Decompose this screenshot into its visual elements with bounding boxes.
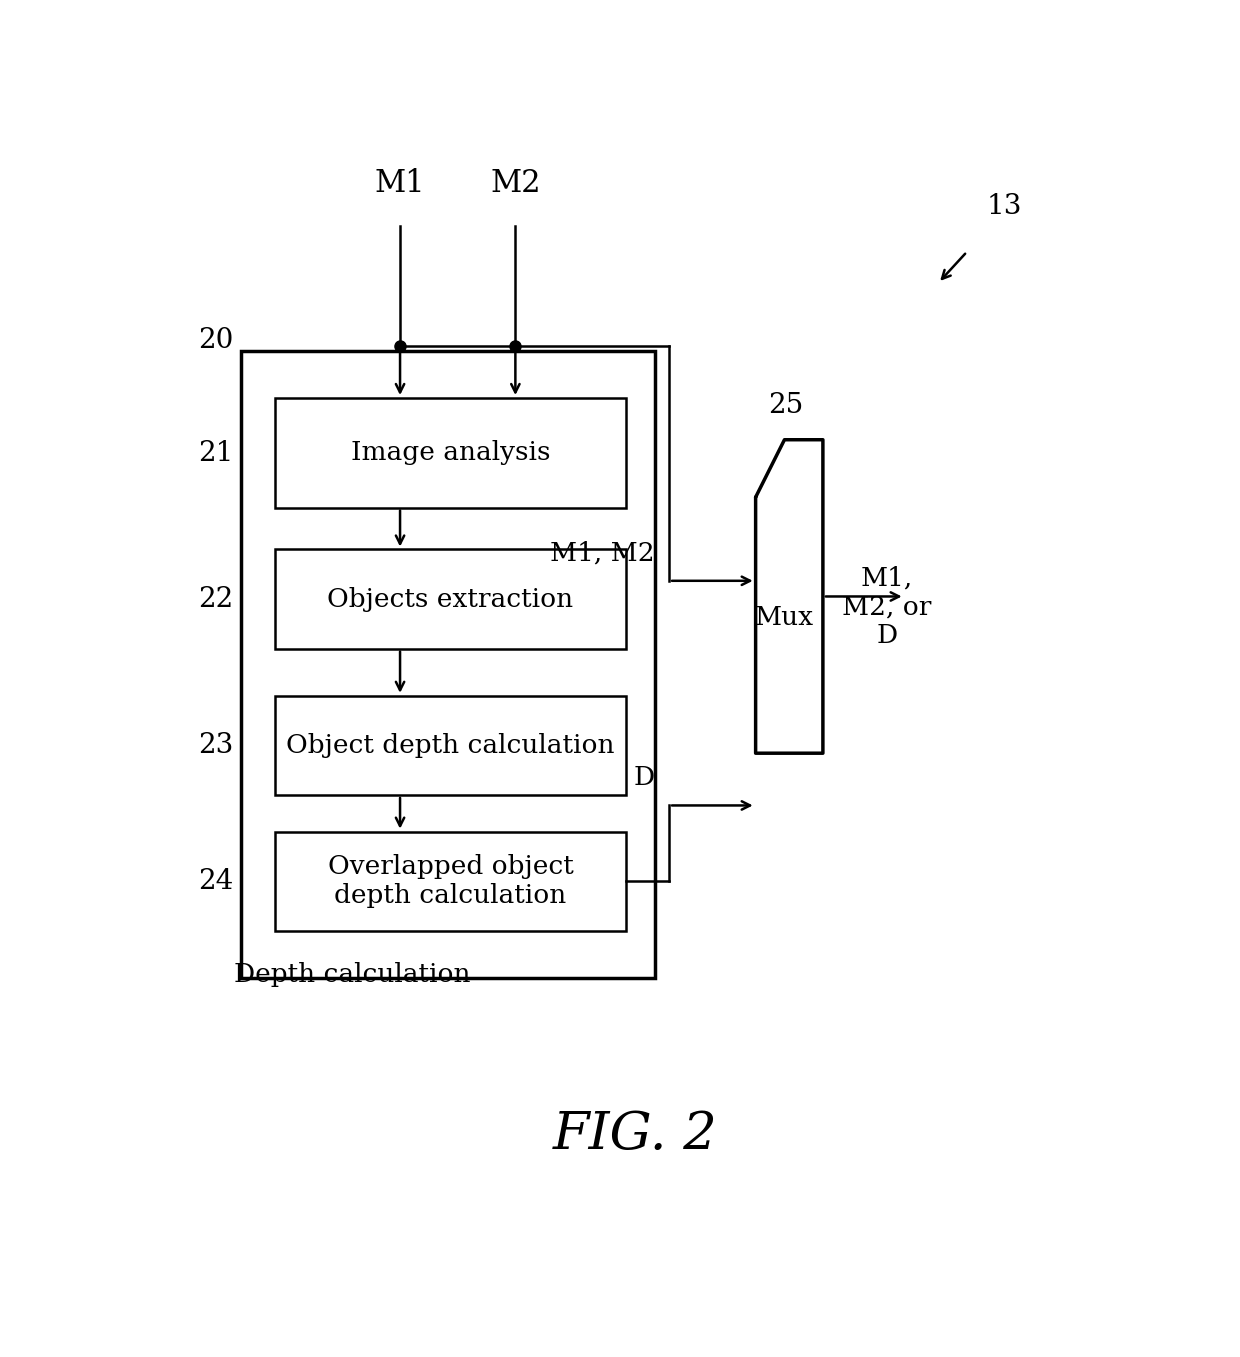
- Text: 22: 22: [198, 586, 234, 613]
- Text: Mux: Mux: [755, 605, 813, 630]
- Text: Object depth calculation: Object depth calculation: [286, 733, 615, 757]
- Text: Objects extraction: Objects extraction: [327, 586, 574, 612]
- Text: M2: M2: [490, 168, 541, 199]
- Text: M1, M2: M1, M2: [551, 540, 655, 565]
- Text: 21: 21: [198, 440, 234, 467]
- Text: 24: 24: [198, 868, 234, 896]
- FancyBboxPatch shape: [242, 351, 655, 978]
- Text: FIG. 2: FIG. 2: [553, 1109, 718, 1160]
- Text: Depth calculation: Depth calculation: [234, 962, 470, 987]
- Text: M1,
M2, or
D: M1, M2, or D: [842, 566, 931, 649]
- FancyBboxPatch shape: [275, 550, 626, 649]
- Text: 20: 20: [198, 327, 234, 354]
- Text: M1: M1: [374, 168, 425, 199]
- Text: Overlapped object
depth calculation: Overlapped object depth calculation: [327, 854, 573, 908]
- Text: 25: 25: [768, 392, 804, 419]
- Text: 23: 23: [198, 733, 234, 760]
- FancyBboxPatch shape: [275, 696, 626, 795]
- Text: 13: 13: [986, 193, 1022, 220]
- Text: D: D: [634, 765, 655, 790]
- FancyBboxPatch shape: [275, 398, 626, 508]
- Text: Image analysis: Image analysis: [351, 440, 551, 465]
- FancyBboxPatch shape: [275, 832, 626, 931]
